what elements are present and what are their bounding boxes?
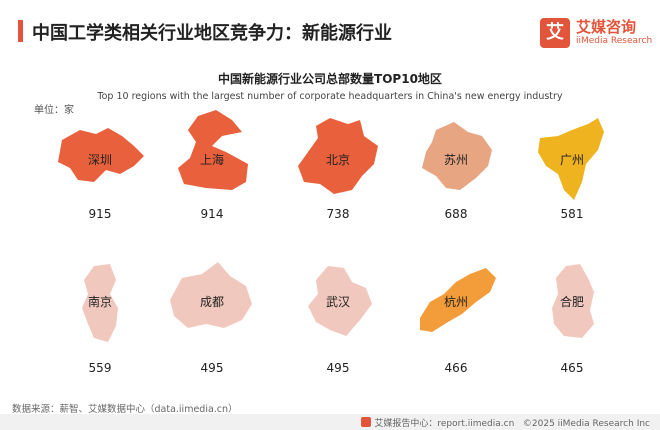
region-value-南京: 559 [89, 361, 112, 375]
region-tile-成都: 成都 [170, 262, 252, 328]
region-tile-上海: 上海 [178, 110, 248, 190]
region-tile-广州: 广州 [538, 118, 604, 200]
region-label-上海: 上海 [200, 152, 224, 167]
region-label-成都: 成都 [200, 295, 224, 309]
region-shape-广州 [538, 118, 604, 200]
region-shape-深圳 [58, 128, 144, 182]
region-shape-杭州 [420, 268, 496, 332]
footer-copyright: ©2025 iiMedia Research Inc [522, 419, 650, 429]
brand-name-cn: 艾媒咨询 [576, 18, 637, 36]
region-shape-上海 [178, 110, 248, 190]
title-accent-bar [18, 20, 23, 42]
region-shape-南京 [82, 264, 118, 342]
region-label-深圳: 深圳 [88, 153, 112, 167]
footer-report-link[interactable]: 艾媒报告中心：report.iimedia.cn [374, 419, 515, 429]
region-label-合肥: 合肥 [560, 294, 584, 309]
region-value-深圳: 915 [89, 207, 112, 221]
region-value-苏州: 688 [445, 207, 468, 221]
region-tile-苏州: 苏州 [422, 122, 492, 190]
region-tile-深圳: 深圳 [58, 128, 144, 182]
region-value-合肥: 465 [561, 361, 584, 375]
unit-label: 单位：家 [34, 105, 74, 116]
region-label-北京: 北京 [326, 153, 350, 167]
region-value-武汉: 495 [327, 361, 350, 375]
data-source: 数据来源：薪智、艾媒数据中心（data.iimedia.cn） [12, 404, 238, 415]
region-shape-武汉 [308, 266, 372, 336]
region-tile-南京: 南京 [82, 264, 118, 342]
region-shape-苏州 [422, 122, 492, 190]
region-value-北京: 738 [327, 207, 350, 221]
region-tile-武汉: 武汉 [308, 266, 372, 336]
brand-logo-mark: 艾 [540, 18, 570, 48]
page-title: 中国工学类相关行业地区竞争力：新能源行业 [32, 23, 392, 44]
region-shape-成都 [170, 262, 252, 328]
region-tile-杭州: 杭州 [420, 268, 496, 332]
region-shape-合肥 [552, 264, 594, 338]
region-label-杭州: 杭州 [444, 294, 468, 309]
region-label-苏州: 苏州 [444, 153, 468, 167]
brand-name-en: iiMedia Research [576, 36, 653, 46]
footer: 艾媒报告中心：report.iimedia.cn ©2025 iiMedia R… [361, 416, 650, 429]
region-label-南京: 南京 [88, 294, 112, 309]
region-value-杭州: 466 [445, 361, 468, 375]
chart-subtitle: Top 10 regions with the largest number o… [97, 91, 563, 102]
region-label-广州: 广州 [560, 153, 584, 167]
region-tile-合肥: 合肥 [552, 264, 594, 338]
footer-bar [0, 414, 660, 430]
region-tile-北京: 北京 [298, 118, 378, 194]
report-center-icon [361, 417, 372, 427]
region-shape-北京 [298, 118, 378, 194]
chart-title: 中国新能源行业公司总部数量TOP10地区 [218, 72, 442, 86]
region-value-成都: 495 [201, 361, 224, 375]
region-value-上海: 914 [201, 207, 224, 221]
region-label-武汉: 武汉 [326, 295, 350, 309]
region-value-广州: 581 [561, 207, 584, 221]
